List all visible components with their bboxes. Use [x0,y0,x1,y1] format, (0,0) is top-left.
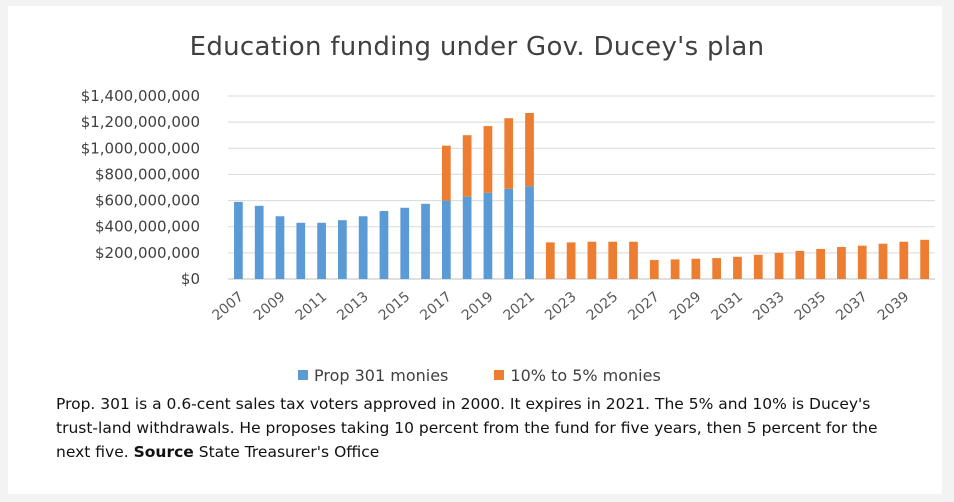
bar-trust-land [504,118,514,189]
bar-trust-land [878,243,888,279]
y-tick-label: $600,000,000 [95,192,200,210]
x-tick-label: 2039 [875,289,913,324]
legend-item-trust-land: 10% to 5% monies [494,365,661,385]
chart-caption: Prop. 301 is a 0.6-cent sales tax voters… [56,392,916,464]
legend-label-prop-301: Prop 301 monies [314,365,449,385]
bar-trust-land [795,250,805,279]
bar-prop-301 [358,216,368,279]
bar-prop-301 [504,188,514,279]
y-tick-label: $800,000,000 [95,165,200,183]
x-tick-label: 2035 [792,289,830,324]
y-tick-label: $1,400,000,000 [81,87,200,105]
bar-prop-301 [317,222,326,279]
chart-card [8,6,942,494]
x-tick-label: 2023 [542,289,580,324]
x-tick-label: 2027 [625,289,663,324]
bar-prop-301 [296,222,306,279]
bar-trust-land [920,239,929,279]
bar-trust-land [899,241,909,279]
y-tick-label: $1,200,000,000 [81,113,200,131]
bar-trust-land [753,254,763,279]
x-tick-label: 2011 [293,289,331,324]
bar-trust-land [712,258,722,279]
bar-trust-land [608,241,618,279]
x-tick-label: 2019 [459,289,497,324]
caption-source-text: State Treasurer's Office [198,443,380,461]
x-tick-label: 2015 [376,289,414,324]
y-tick-label: $400,000,000 [95,218,200,236]
bar-trust-land [441,145,451,201]
bar-prop-301 [400,207,410,279]
legend-item-prop-301: Prop 301 monies [298,366,448,385]
bar-trust-land [649,260,659,279]
bar-prop-301 [483,192,493,279]
bar-trust-land [545,242,555,279]
bar-trust-land [816,248,825,279]
bar-trust-land [483,126,493,193]
bar-trust-land [629,241,638,279]
x-tick-label: 2013 [334,289,372,324]
bar-prop-301 [525,186,534,279]
bar-trust-land [733,256,742,279]
y-tick-label: $0 [181,270,200,288]
legend-swatch-prop-301 [298,370,308,380]
bar-prop-301 [379,211,389,279]
legend-label-trust-land: 10% to 5% monies [510,365,661,385]
caption-text: Prop. 301 is a 0.6-cent sales tax voters… [56,395,878,461]
y-tick-label: $1,000,000,000 [81,139,200,157]
bar-trust-land [525,112,534,187]
legend-swatch-trust-land [494,370,505,380]
bar-trust-land [857,245,867,279]
x-tick-label: 2009 [251,289,289,324]
x-tick-label: 2029 [667,289,705,324]
x-tick-label: 2025 [584,289,622,324]
bar-trust-land [462,135,472,197]
y-tick-label: $200,000,000 [95,244,200,262]
caption-source-label: Source [133,443,194,461]
bar-prop-301 [421,203,430,279]
bar-prop-301 [254,205,264,279]
bar-prop-301 [338,220,347,279]
chart-title: Education funding under Gov. Ducey's pla… [189,32,765,62]
x-tick-label: 2031 [708,289,746,324]
x-tick-label: 2007 [209,289,247,324]
bar-prop-301 [275,216,285,279]
bar-trust-land [774,252,784,279]
x-tick-label: 2017 [417,289,455,324]
bar-prop-301 [462,196,472,279]
bar-trust-land [691,258,701,279]
bar-prop-301 [441,200,451,279]
bar-trust-land [566,242,576,279]
x-tick-label: 2021 [500,289,538,324]
bar-trust-land [837,246,846,279]
bar-prop-301 [234,201,243,279]
bar-trust-land [587,241,597,279]
chart-legend: Prop 301 monies 10% to 5% monies [298,365,707,385]
bar-trust-land [670,259,680,279]
x-tick-label: 2033 [750,289,788,324]
x-tick-label: 2037 [833,289,871,324]
